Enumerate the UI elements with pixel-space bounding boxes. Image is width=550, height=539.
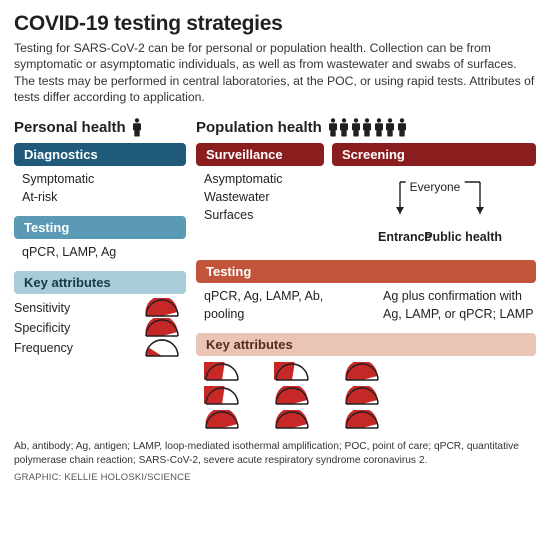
list-item: Asymptomatic — [204, 170, 332, 188]
gauge-icon — [274, 386, 310, 406]
gauge-icon — [204, 362, 240, 382]
gauge-icon — [274, 362, 310, 382]
testing-pop-left: qPCR, Ag, LAMP, Ab, pooling — [196, 287, 357, 323]
pill-surveillance: Surveillance — [196, 143, 324, 166]
attr-row: Specificity — [14, 318, 186, 338]
personal-heading: Personal health — [14, 119, 126, 136]
list-item: At-risk — [22, 188, 186, 206]
testing-personal-text: qPCR, LAMP, Ag — [14, 243, 186, 271]
gauge-icon — [204, 410, 240, 430]
attr-row: Sensitivity — [14, 298, 186, 318]
screening-everyone: Everyone — [406, 180, 465, 194]
testing-pop-right: Ag plus confirmation with Ag, LAMP, or q… — [375, 287, 536, 323]
person-icon-group — [132, 118, 142, 137]
population-column: Population health Surveillance Screening… — [196, 118, 536, 432]
page-title: COVID-19 testing strategies — [14, 12, 536, 36]
personal-column: Personal health Diagnostics SymptomaticA… — [14, 118, 186, 432]
gauge-column — [274, 362, 310, 430]
pill-testing-population: Testing — [196, 260, 536, 283]
person-icon — [351, 118, 361, 137]
gauge-icon — [274, 410, 310, 430]
attr-name: Sensitivity — [14, 298, 70, 318]
pill-attr-personal: Key attributes — [14, 271, 186, 294]
attr-name: Specificity — [14, 318, 70, 338]
pill-diagnostics: Diagnostics — [14, 143, 186, 166]
person-icon — [397, 118, 407, 137]
pill-attr-population: Key attributes — [196, 333, 536, 356]
person-icon — [374, 118, 384, 137]
list-item: Wastewater — [204, 188, 332, 206]
list-item: Symptomatic — [22, 170, 186, 188]
gauge-icon — [144, 338, 180, 358]
diagnostics-items: SymptomaticAt-risk — [14, 170, 186, 216]
attr-row: Frequency — [14, 338, 186, 358]
screening-public: Public health — [424, 230, 502, 244]
gauge-icon — [144, 298, 180, 318]
surveillance-items: AsymptomaticWastewaterSurfaces — [196, 170, 332, 250]
pill-screening: Screening — [332, 143, 536, 166]
gauge-column — [204, 362, 240, 430]
attr-pop-grid — [196, 360, 536, 432]
person-icon — [339, 118, 349, 137]
pill-testing-personal: Testing — [14, 216, 186, 239]
gauge-icon — [344, 386, 380, 406]
gauge-column — [344, 362, 380, 430]
intro-text: Testing for SARS-CoV-2 can be for person… — [14, 40, 536, 106]
credit-line: GRAPHIC: KELLIE HOLOSKI/SCIENCE — [14, 472, 536, 483]
person-icon — [328, 118, 338, 137]
person-icon — [132, 118, 142, 137]
list-item: Surfaces — [204, 206, 332, 224]
attr-personal-rows: Sensitivity Specificity Frequency — [14, 298, 186, 358]
people-icon-group — [328, 118, 407, 137]
population-heading: Population health — [196, 119, 322, 136]
person-icon — [385, 118, 395, 137]
person-icon — [362, 118, 372, 137]
footnote: Ab, antibody; Ag, antigen; LAMP, loop-me… — [14, 440, 536, 468]
gauge-icon — [144, 318, 180, 338]
screening-diagram: Everyone Entrance Public health — [350, 170, 520, 244]
gauge-icon — [344, 362, 380, 382]
gauge-icon — [204, 386, 240, 406]
attr-name: Frequency — [14, 338, 73, 358]
gauge-icon — [344, 410, 380, 430]
